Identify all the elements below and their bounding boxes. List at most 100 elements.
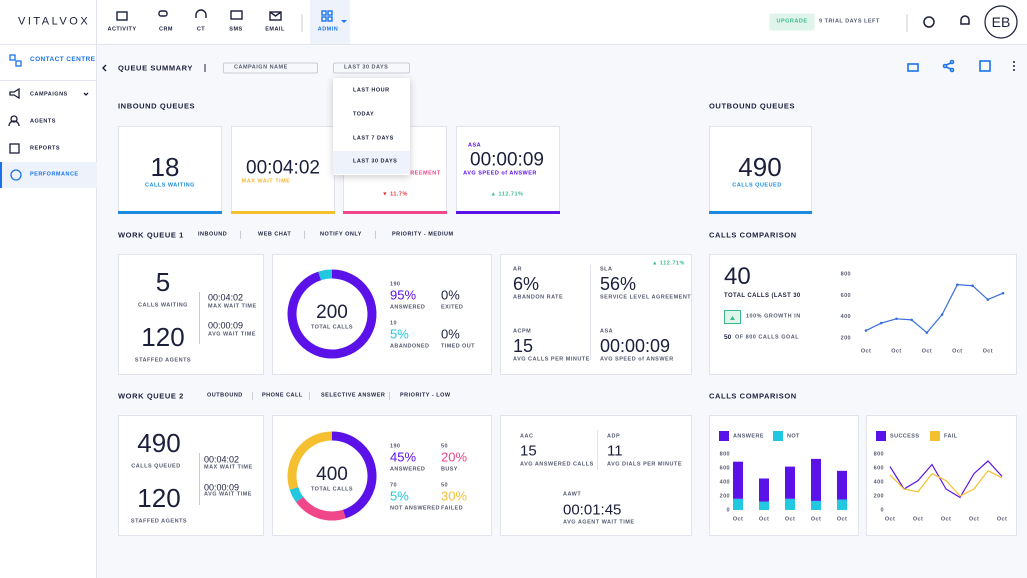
period-option[interactable]: LAST 30 DAYS [353, 158, 398, 165]
metric-tag: ASA [600, 328, 614, 335]
stat-count: 10 [390, 320, 397, 326]
queue-tag: PRIORITY - MEDIUM [392, 231, 454, 238]
goal-label: OF 800 CALLS GOAL [735, 334, 800, 341]
metric-value: 00:00:09 [470, 149, 544, 171]
stat-percent: 5% [390, 488, 409, 503]
stat-percent: 95% [390, 287, 416, 302]
metric-tag: SLA [600, 266, 613, 273]
stat-count: 190 [390, 281, 400, 287]
sidebar-item[interactable]: REPORTS [30, 145, 61, 152]
nav-item[interactable]: SMS [229, 26, 243, 33]
bar-segment [811, 500, 821, 510]
metric-label: TOTAL CALLS (LAST 30 [724, 293, 801, 299]
y-tick-label: 600 [874, 465, 884, 471]
campaign-select[interactable]: CAMPAIGN NAME [223, 62, 318, 74]
growth-badge [724, 310, 741, 324]
point [986, 298, 990, 301]
divider [0, 80, 96, 81]
section-title: OUTBOUND QUEUES [709, 101, 796, 111]
stat-label: BUSY [441, 466, 458, 472]
metric-value: 15 [520, 442, 537, 460]
bar-segment [733, 498, 743, 510]
y-tick-label: 200 [874, 493, 884, 499]
stat-label: EXITED [441, 304, 463, 310]
stat-percent: 0% [441, 287, 460, 302]
x-tick-label: Oct [837, 516, 847, 522]
y-tick-label: 400 [841, 314, 851, 320]
metric-value: 18 [150, 152, 180, 182]
metric-value: 5 [155, 267, 171, 297]
metric-change: ▼ 11.7% [382, 191, 408, 198]
stat-label: NOT ANSWERED [390, 505, 440, 511]
card-accent [118, 211, 222, 214]
point [940, 313, 944, 316]
toolbar-icons [102, 59, 1015, 73]
metric-tag: ACPM [513, 328, 532, 335]
x-tick-label: Oct [785, 516, 795, 522]
sidebar-title[interactable]: CONTACT CENTRE [30, 55, 96, 63]
separator [304, 231, 305, 239]
option-selected-bg [333, 151, 410, 174]
nav-item[interactable]: CRM [158, 26, 174, 33]
x-tick-label: Oct [885, 516, 895, 522]
metric-label: STAFFED AGENTS [130, 518, 188, 525]
stat-percent: 30% [441, 488, 467, 503]
sidebar [0, 45, 97, 578]
period-option[interactable]: LAST HOUR [353, 87, 390, 94]
queue-tag: SELECTIVE ANSWER [321, 392, 386, 399]
metric-change: ▲ 112.71% [652, 260, 685, 267]
growth-note: 100% GROWTH IN [746, 313, 801, 320]
goal-value: 50 [724, 333, 732, 341]
y-tick-label: 800 [720, 451, 730, 457]
bar-segment [759, 501, 769, 510]
divider [96, 0, 97, 45]
metric-value: 00:00:09 [204, 482, 240, 493]
metric-tag: AAC [520, 433, 534, 440]
metric-value: 00:00:09 [208, 320, 244, 331]
y-tick-label: 200 [841, 335, 851, 341]
x-tick-label: Oct [733, 516, 743, 522]
card [709, 254, 1017, 375]
metric-label: CALLS WAITING [145, 182, 195, 189]
point [956, 283, 959, 286]
nav-item[interactable]: ACTIVITY [107, 26, 137, 33]
metric-tag: ADP [607, 433, 621, 440]
y-tick-label: 800 [841, 271, 851, 277]
sidebar-item[interactable]: AGENTS [30, 118, 56, 125]
period-option[interactable]: TODAY [353, 111, 375, 118]
donut-segment [287, 431, 333, 490]
donut-segment [296, 496, 346, 521]
metric-label: SERVICE LEVEL AGREEMENT [600, 294, 692, 301]
nav-item[interactable]: CT [196, 26, 206, 33]
stat-count: 50 [441, 443, 448, 449]
card [118, 126, 222, 214]
card [709, 126, 812, 214]
nav-item[interactable]: ADMIN [317, 26, 339, 33]
top-bar [0, 0, 1027, 45]
upgrade-button[interactable]: UPGRADE [769, 13, 815, 31]
line [889, 470, 1003, 497]
card-accent [343, 211, 447, 214]
stat-label: TIMED OUT [441, 343, 475, 349]
metric-label: MAX WAIT TIME [241, 178, 291, 185]
period-dropdown [333, 78, 410, 175]
stat-label: ABANDONED [390, 343, 429, 349]
period-option[interactable]: LAST 7 DAYS [353, 135, 394, 142]
x-tick-label: Oct [922, 348, 932, 354]
section-title: WORK QUEUE 1 [118, 230, 184, 240]
nav-item[interactable]: EMAIL [265, 26, 285, 33]
metric-label: AVG CALLS PER MINUTE [513, 356, 590, 363]
queue-tag: NOTIFY ONLY [320, 231, 362, 238]
metric-label: CALLS WAITING [138, 302, 188, 309]
sidebar-item[interactable]: PERFORMANCE [30, 171, 79, 178]
period-select[interactable]: LAST 30 DAYS [333, 62, 410, 74]
separator [375, 231, 376, 239]
metric-tag: AAWT [563, 491, 582, 498]
sidebar-item[interactable]: CAMPAIGNS [30, 91, 68, 98]
metric-value: 56% [600, 274, 637, 294]
metric-value: 120 [137, 483, 181, 513]
queue-tag: INBOUND [198, 231, 228, 238]
metric-value: 490 [738, 152, 782, 182]
avatar[interactable]: EB [991, 14, 1011, 30]
